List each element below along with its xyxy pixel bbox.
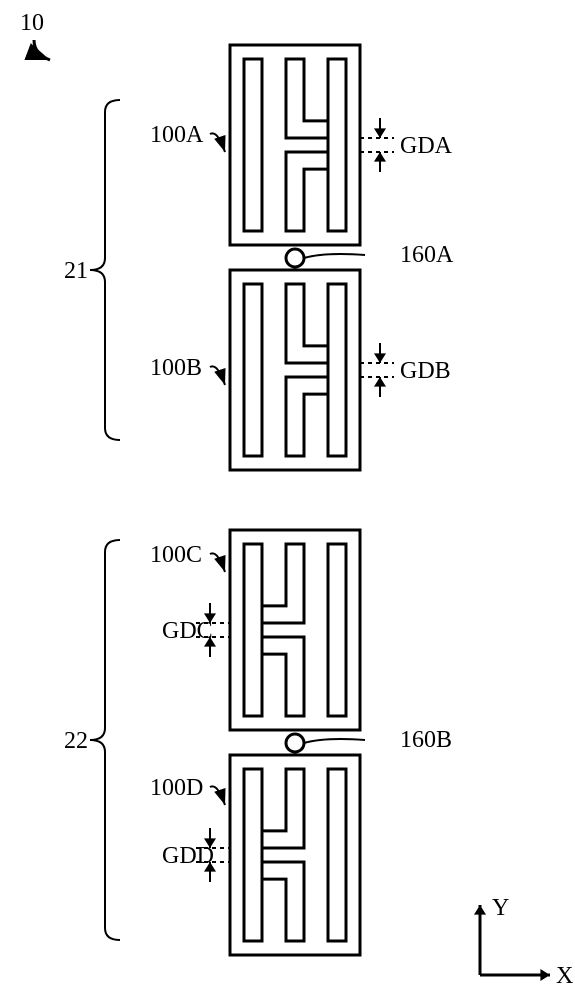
gap-label: GDB [400, 358, 451, 384]
group-brace [90, 100, 120, 440]
antenna-arm-lower [286, 152, 328, 231]
diagram-canvas: 10 Y X 21 GDA 100A GDB 100B 160A 22 GDC 100C GDD 100D… [0, 0, 575, 1000]
antenna-unit [230, 45, 360, 245]
antenna-arm-upper [286, 59, 328, 138]
antenna-unit [230, 530, 360, 730]
group-brace [90, 540, 120, 940]
connector-dot [286, 734, 304, 752]
antenna-arm-upper [262, 769, 304, 848]
antenna-unit [230, 755, 360, 955]
figure-number-arrow [34, 40, 50, 60]
axis-y-label: Y [492, 895, 509, 921]
antenna-arm-lower [262, 637, 304, 716]
axis-x-label: X [556, 963, 573, 989]
unit-label: 100B [150, 355, 202, 381]
unit-leader [210, 133, 225, 152]
figure-number: 10 [20, 10, 44, 36]
connector-dot [286, 249, 304, 267]
gap-label: GDA [400, 133, 453, 159]
unit-leader [210, 366, 225, 385]
connector-leader [304, 739, 365, 743]
gap-label: GDC [162, 618, 213, 644]
unit-leader [210, 553, 225, 572]
connector-leader [304, 254, 365, 258]
antenna-arm-lower [262, 862, 304, 941]
antenna-arm-upper [286, 284, 328, 363]
unit-leader [210, 786, 225, 805]
connector-label: 160A [400, 242, 454, 268]
antenna-unit [230, 270, 360, 470]
antenna-arm-upper [262, 544, 304, 623]
connector-label: 160B [400, 727, 452, 753]
unit-label: 100A [150, 122, 204, 148]
antenna-arm-lower [286, 377, 328, 456]
gap-label: GDD [162, 843, 214, 869]
unit-label: 100D [150, 775, 203, 801]
group-label: 21 [64, 258, 88, 284]
group-label: 22 [64, 728, 88, 754]
unit-label: 100C [150, 542, 202, 568]
